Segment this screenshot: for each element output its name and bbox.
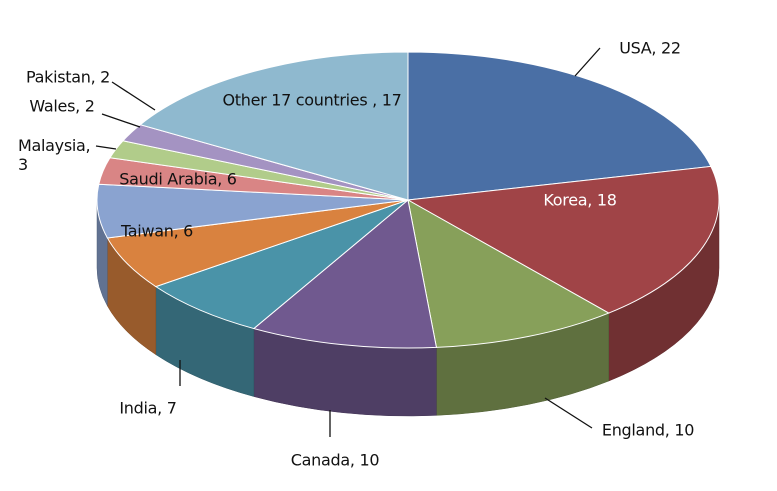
data-label: Pakistan, 2 (25, 67, 111, 87)
slice (139, 51, 409, 201)
pie-sides (96, 199, 720, 417)
slice (252, 199, 438, 349)
data-label: Saudi Arabia, 6 (119, 169, 237, 189)
leader-line (544, 397, 593, 429)
leader-line (574, 47, 601, 77)
leader-line (95, 145, 117, 150)
slice (154, 199, 409, 330)
data-label: England, 10 (601, 420, 695, 440)
pie-tops (96, 51, 720, 349)
data-label: Malaysia, 3 (18, 136, 91, 174)
data-label: Taiwan, 6 (120, 221, 194, 241)
data-label: India, 7 (119, 398, 177, 418)
data-label: Wales, 2 (29, 96, 95, 116)
data-label: Canada, 10 (290, 450, 380, 470)
data-label: Korea, 18 (543, 190, 617, 210)
leader-line (111, 81, 156, 111)
data-label: Other 17 countries , 17 (222, 90, 402, 110)
data-label: USA, 22 (619, 38, 681, 58)
slice (406, 165, 720, 314)
leader-lines (95, 47, 601, 437)
slice (407, 51, 712, 201)
leader-line (101, 113, 141, 128)
slice (407, 199, 610, 348)
